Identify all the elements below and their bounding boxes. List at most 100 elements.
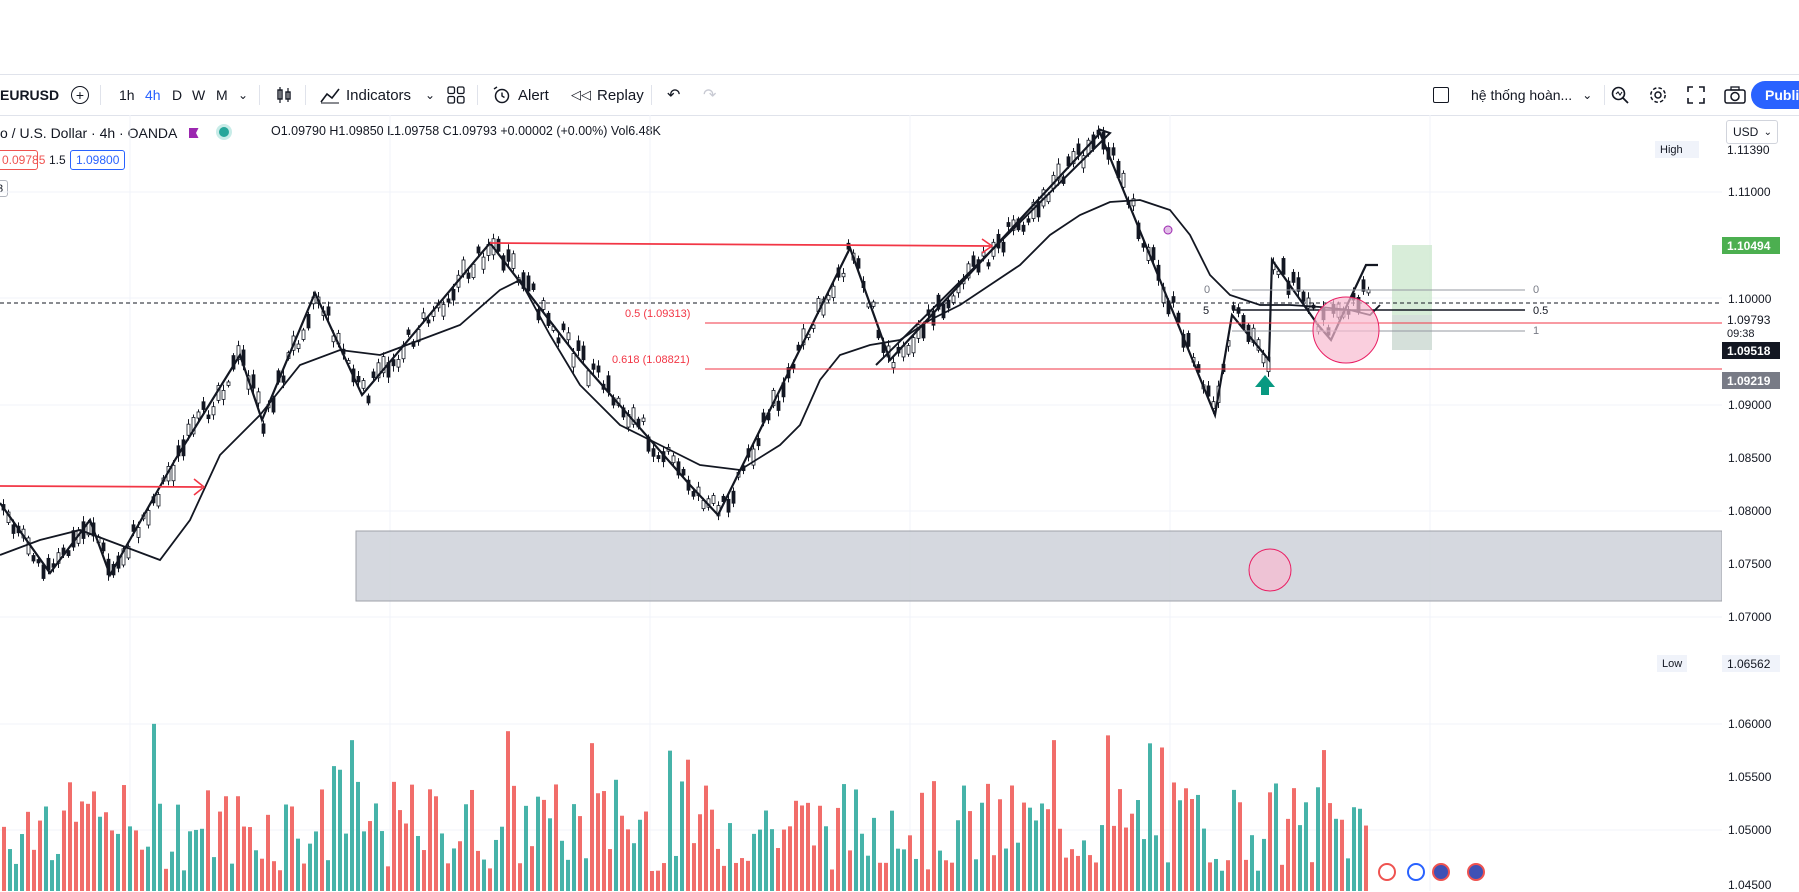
buy-price-button[interactable]: 1.09800 bbox=[70, 150, 126, 170]
flag-us-icon[interactable] bbox=[1407, 863, 1425, 881]
tf-label: M bbox=[216, 87, 228, 103]
chart-type-button[interactable] bbox=[275, 75, 293, 115]
flag-us-icon[interactable] bbox=[1378, 863, 1396, 881]
candle-body bbox=[526, 275, 531, 292]
candle-body bbox=[121, 548, 126, 566]
tf-m-button[interactable]: M bbox=[216, 75, 228, 115]
volume-bar bbox=[434, 796, 438, 891]
volume-bar bbox=[314, 831, 318, 891]
volume-bar bbox=[614, 779, 618, 891]
arrow-head-icon bbox=[981, 238, 994, 254]
volume-bar bbox=[416, 835, 420, 891]
volume-bar bbox=[296, 838, 300, 891]
candle-body bbox=[1151, 247, 1156, 261]
volume-bar bbox=[680, 781, 684, 891]
volume-bar bbox=[1118, 789, 1122, 891]
economic-events[interactable] bbox=[1378, 863, 1485, 881]
indicators-button[interactable]: Indicators ⌄ bbox=[320, 75, 435, 115]
symbol-search-button[interactable]: EURUSD bbox=[0, 75, 59, 115]
candle-body bbox=[566, 332, 571, 341]
tf-dropdown-button[interactable]: ⌄ bbox=[238, 75, 248, 115]
candle-body bbox=[261, 423, 266, 434]
volume-bar bbox=[1016, 842, 1020, 891]
tf-w-button[interactable]: W bbox=[192, 75, 205, 115]
low-value: 1.06562 bbox=[1722, 655, 1780, 672]
support-arrow-line[interactable] bbox=[0, 485, 203, 488]
volume-bar bbox=[938, 850, 942, 891]
volume-bar bbox=[1280, 864, 1284, 891]
volume-bar bbox=[302, 863, 306, 891]
volume-bar bbox=[932, 781, 936, 891]
candle-body bbox=[946, 299, 951, 309]
tf-d-button[interactable]: D bbox=[172, 75, 182, 115]
candle-body bbox=[676, 461, 681, 476]
volume-bar bbox=[632, 843, 636, 891]
volume-bar bbox=[446, 863, 450, 891]
snapshot-button[interactable] bbox=[1724, 75, 1746, 115]
tf-1h-button[interactable]: 1h bbox=[119, 75, 135, 115]
volume-bar bbox=[1034, 820, 1038, 891]
volume-bar bbox=[1052, 740, 1056, 891]
flag-eu-icon[interactable] bbox=[1467, 863, 1485, 881]
volume-bar bbox=[1316, 787, 1320, 891]
templates-button[interactable] bbox=[447, 75, 465, 115]
currency-label: USD bbox=[1733, 125, 1759, 139]
fullscreen-button[interactable] bbox=[1687, 75, 1705, 115]
volume-bar bbox=[14, 863, 18, 891]
divider bbox=[305, 85, 306, 105]
highlight-circle[interactable] bbox=[1312, 296, 1380, 364]
volume-highlight-circle[interactable] bbox=[1248, 548, 1292, 592]
candle-body bbox=[1076, 143, 1081, 155]
alert-button[interactable]: Alert bbox=[492, 75, 549, 115]
volume-bar bbox=[638, 819, 642, 891]
candle-body bbox=[711, 495, 716, 504]
volume-bar bbox=[518, 863, 522, 891]
candle-body bbox=[576, 340, 581, 351]
volume-bar bbox=[284, 804, 288, 891]
volume-bar bbox=[398, 810, 402, 891]
volume-bar bbox=[62, 810, 66, 891]
flag-eu-icon[interactable] bbox=[1432, 863, 1450, 881]
volume-bar bbox=[866, 855, 870, 891]
quick-search-button[interactable] bbox=[1610, 75, 1630, 115]
fib-price-tag: 1.09219 bbox=[1722, 372, 1780, 389]
volume-bar bbox=[1106, 735, 1110, 891]
price-chart[interactable]: 0.5 (1.09313) 0.618 (1.08821) 0 0.5 1 0 … bbox=[0, 115, 1722, 891]
currency-selector[interactable]: USD ⌄ bbox=[1726, 120, 1778, 144]
volume-bar bbox=[626, 829, 630, 891]
demand-zone[interactable] bbox=[355, 530, 1722, 602]
volume-bar bbox=[902, 849, 906, 891]
volume-bar bbox=[68, 782, 72, 891]
candle-body bbox=[481, 256, 486, 270]
settings-button[interactable] bbox=[1648, 75, 1668, 115]
symbol-title: o / U.S. Dollar · 4h · OANDA bbox=[0, 125, 177, 141]
tf-4h-button[interactable]: 4h bbox=[145, 75, 161, 115]
sell-price-button[interactable]: 0.09785 bbox=[0, 150, 45, 170]
candle-body bbox=[186, 423, 191, 436]
grid-lines bbox=[0, 115, 1722, 891]
volume-bar bbox=[1082, 840, 1086, 891]
candle-body bbox=[381, 356, 386, 374]
candle-body bbox=[101, 542, 106, 552]
price-axis[interactable]: 1.11000 1.10000 1.09000 1.08500 1.08000 … bbox=[1723, 115, 1785, 892]
volume-bar bbox=[230, 863, 234, 891]
layout-menu-button[interactable]: hệ thống hoàn... ⌄ bbox=[1433, 75, 1592, 115]
volume-bar bbox=[740, 858, 744, 891]
volume-bar bbox=[350, 740, 354, 891]
resistance-line[interactable] bbox=[489, 242, 991, 247]
redo-button[interactable]: ↷ bbox=[703, 75, 716, 115]
indicator-legend-toggle[interactable]: 3 bbox=[0, 180, 8, 197]
volume-bars bbox=[2, 723, 1368, 891]
crosshair-price-tag: 1.09518 bbox=[1722, 342, 1780, 359]
undo-button[interactable]: ↶ bbox=[667, 75, 680, 115]
compare-button[interactable]: + bbox=[71, 75, 89, 115]
volume-bar bbox=[1040, 803, 1044, 891]
volume-bar bbox=[782, 829, 786, 891]
volume-bar bbox=[788, 826, 792, 891]
spread-value: 1.5 bbox=[44, 150, 71, 170]
publish-button[interactable]: Publi bbox=[1751, 81, 1799, 109]
replay-button[interactable]: ◁◁ Replay bbox=[571, 75, 644, 115]
fib-05-label: 0.5 (1.09313) bbox=[625, 308, 690, 320]
risk-zone[interactable] bbox=[1392, 315, 1432, 350]
volume-bar bbox=[884, 862, 888, 891]
